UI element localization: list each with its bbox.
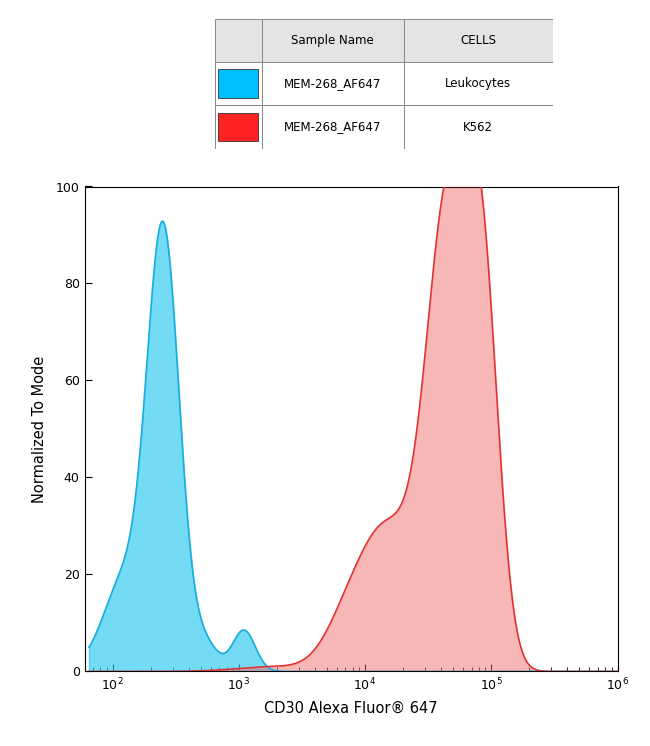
Text: Leukocytes: Leukocytes: [445, 77, 511, 90]
Y-axis label: Normalized To Mode: Normalized To Mode: [32, 355, 47, 503]
Bar: [218, 69, 259, 98]
Text: MEM-268_AF647: MEM-268_AF647: [284, 121, 382, 134]
Text: Sample Name: Sample Name: [291, 34, 374, 47]
Bar: [214, 104, 552, 149]
X-axis label: CD30 Alexa Fluor® 647: CD30 Alexa Fluor® 647: [264, 701, 438, 716]
Bar: [214, 62, 552, 104]
Text: MEM-268_AF647: MEM-268_AF647: [284, 77, 382, 90]
Text: K562: K562: [463, 121, 493, 134]
Bar: [218, 113, 259, 141]
Bar: [214, 19, 552, 62]
Text: CELLS: CELLS: [460, 34, 496, 47]
